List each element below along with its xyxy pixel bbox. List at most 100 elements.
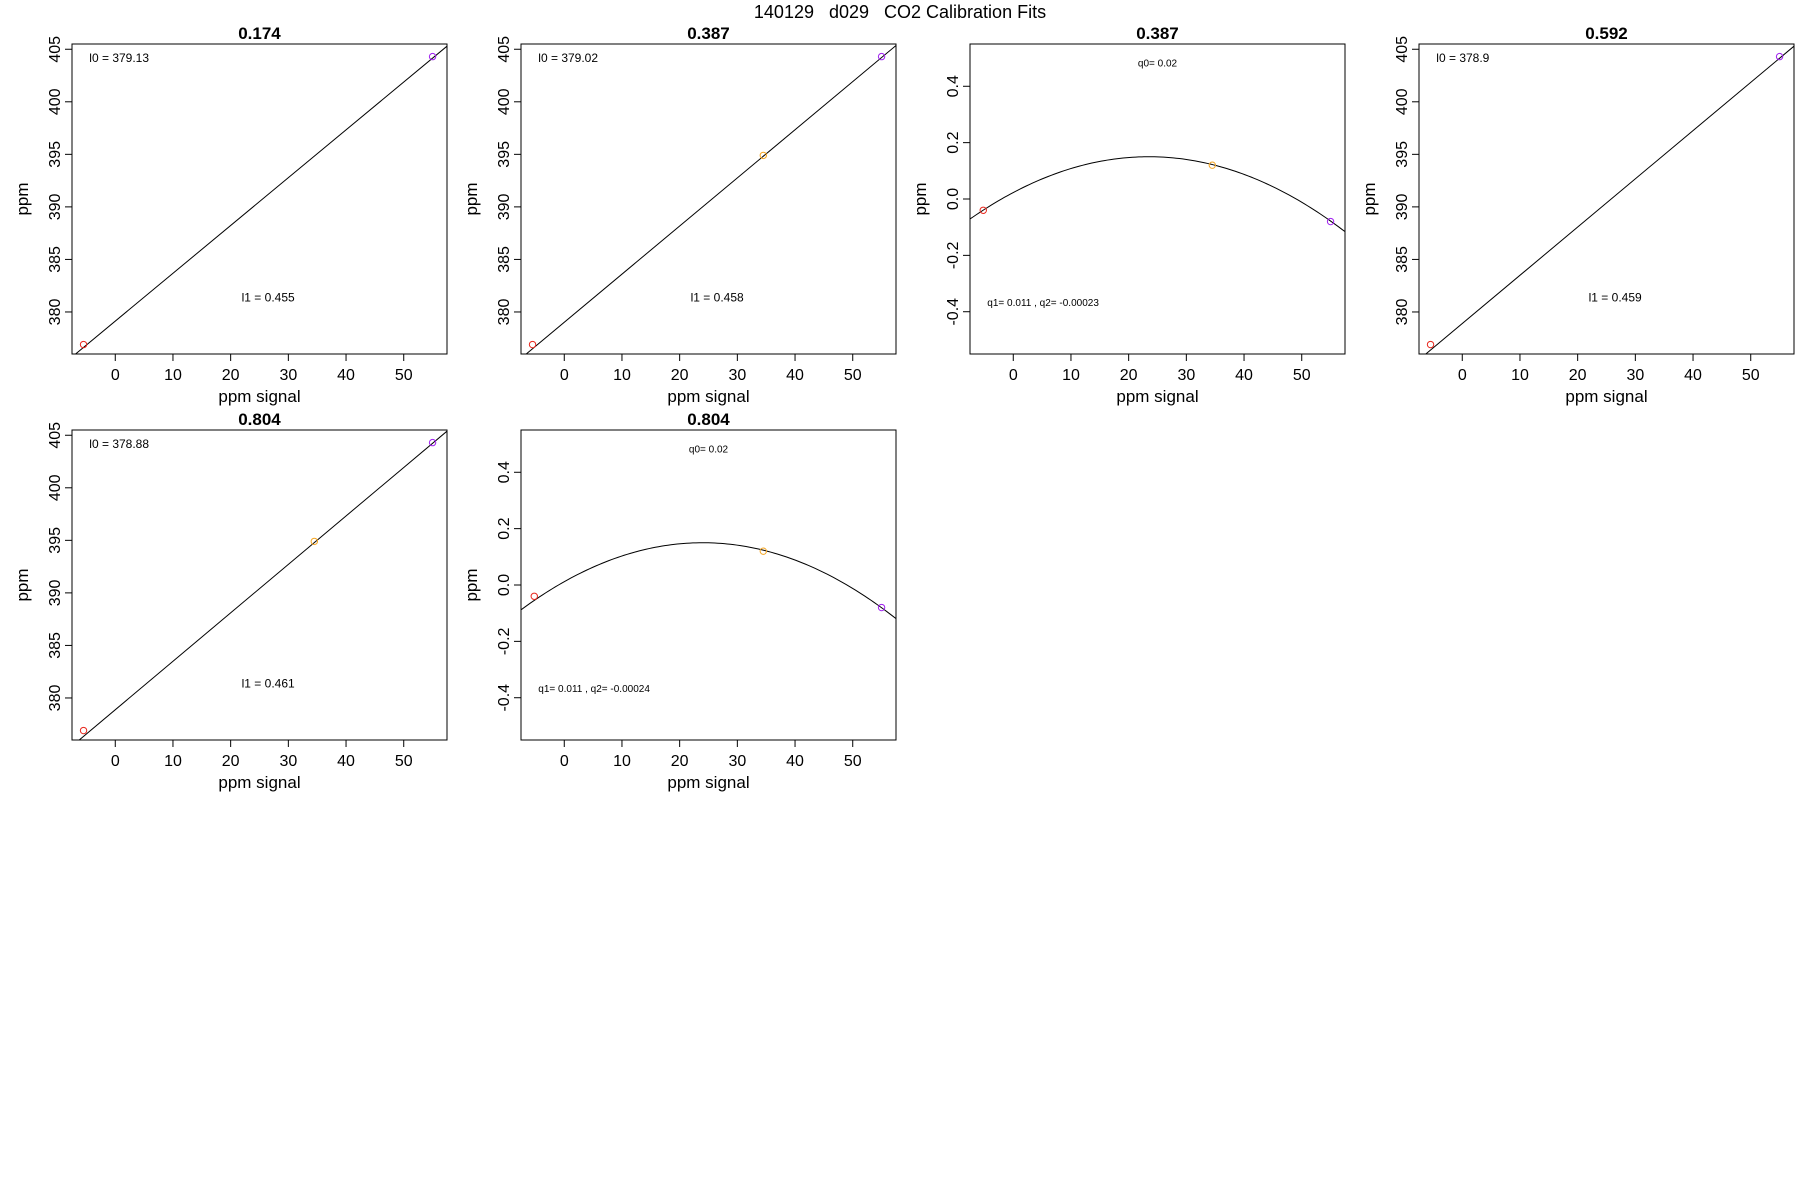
plot-frame	[71, 429, 448, 741]
fit-coefficient-label: l1 = 0.458	[691, 290, 744, 304]
x-tick-label: 20	[222, 753, 240, 770]
x-tick-label: 0	[560, 367, 569, 384]
y-tick-label: 400	[47, 474, 64, 501]
x-tick-label: 30	[1177, 367, 1195, 384]
x-tick-label: 40	[337, 753, 355, 770]
data-point	[1208, 161, 1217, 169]
panel-title: 0.387	[687, 24, 730, 43]
x-tick-label: 40	[1235, 367, 1253, 384]
page-title: 140129 d029 CO2 Calibration Fits	[753, 2, 1047, 22]
calibration-plot-4: 0.592 0 10 20 30 40 50 ppm signal 380 385 390 395 40…	[1360, 24, 1795, 406]
data-point	[759, 151, 768, 160]
y-tick-label: -0.4	[496, 684, 513, 712]
y-axis-label: ppm	[13, 182, 32, 215]
y-axis-label: ppm	[462, 182, 481, 215]
fit-coefficient-label: l1 = 0.455	[242, 290, 295, 304]
y-tick-label: 380	[47, 299, 64, 326]
data-point	[528, 340, 537, 349]
y-axis-label: ppm	[462, 568, 481, 601]
x-axis-label: ppm signal	[218, 773, 300, 792]
y-tick-label: 400	[1394, 88, 1411, 115]
data-point	[877, 52, 886, 61]
plot-frame	[520, 43, 897, 355]
data-point	[759, 547, 768, 555]
y-tick-label: 390	[1394, 193, 1411, 220]
y-tick-label: 385	[1394, 246, 1411, 273]
x-tick-label: 20	[671, 367, 689, 384]
calibration-plot-2: 0.387 0 10 20 30 40 50 ppm signal 380 385 390 395 40…	[462, 24, 897, 406]
panel-title: 0.804	[687, 410, 730, 429]
fit-coefficient-label: q1= 0.011 , q2= -0.00024	[538, 684, 650, 695]
x-tick-label: 50	[1293, 367, 1311, 384]
data-point	[428, 52, 437, 61]
y-tick-label: 400	[47, 88, 64, 115]
y-tick-label: -0.2	[945, 241, 962, 269]
data-point	[530, 592, 538, 600]
y-tick-label: 395	[496, 141, 513, 168]
fit-coefficient-label: q0= 0.02	[1138, 59, 1178, 70]
x-tick-label: 0	[560, 753, 569, 770]
x-tick-label: 50	[395, 367, 413, 384]
fit-coefficient-label: l0 = 379.13	[89, 51, 149, 65]
calibration-plot-3: 0.387 0 10 20 30 40 50 ppm signal -0.4 -0.2 0.0 0.2…	[911, 24, 1346, 406]
x-tick-label: 30	[1626, 367, 1644, 384]
x-tick-label: 50	[844, 753, 862, 770]
y-tick-label: 400	[496, 88, 513, 115]
panel-title: 0.174	[238, 24, 281, 43]
y-tick-label: 385	[47, 632, 64, 659]
x-tick-label: 50	[1742, 367, 1760, 384]
x-axis-label: ppm signal	[1116, 387, 1198, 406]
y-tick-label: 385	[47, 246, 64, 273]
x-tick-label: 0	[1009, 367, 1018, 384]
data-point	[979, 206, 987, 214]
y-tick-label: 395	[47, 141, 64, 168]
x-tick-label: 20	[222, 367, 240, 384]
linear-fit-line	[74, 45, 447, 354]
fit-coefficient-label: l1 = 0.459	[1589, 290, 1642, 304]
x-tick-label: 10	[164, 367, 182, 384]
plot-frame	[1418, 43, 1795, 355]
y-axis-label: ppm	[13, 568, 32, 601]
x-tick-label: 40	[1684, 367, 1702, 384]
x-tick-label: 10	[613, 753, 631, 770]
x-tick-label: 10	[1511, 367, 1529, 384]
data-point	[428, 438, 437, 447]
quadratic-fit-curve	[521, 542, 896, 620]
x-tick-label: 20	[1569, 367, 1587, 384]
x-tick-label: 10	[1062, 367, 1080, 384]
calibration-plot-1: 0.174 0 10 20 30 40 50 ppm signal 380 385 390 395 40…	[13, 24, 448, 406]
fit-coefficient-label: q1= 0.011 , q2= -0.00023	[987, 298, 1099, 309]
x-axis-label: ppm signal	[218, 387, 300, 406]
y-tick-label: 405	[47, 36, 64, 63]
x-axis-label: ppm signal	[667, 773, 749, 792]
y-tick-label: 0.2	[945, 131, 962, 153]
y-tick-label: 390	[496, 193, 513, 220]
data-point	[79, 340, 88, 349]
linear-fit-line	[525, 45, 896, 354]
data-point	[1326, 217, 1335, 226]
data-point	[79, 726, 88, 735]
y-tick-label: 0.4	[496, 461, 513, 483]
data-point	[1775, 52, 1784, 61]
fit-coefficient-label: q0= 0.02	[689, 445, 729, 456]
data-point	[1426, 340, 1435, 349]
y-tick-label: -0.4	[945, 298, 962, 326]
plot-frame	[71, 43, 448, 355]
y-tick-label: 390	[47, 193, 64, 220]
y-tick-label: 405	[496, 36, 513, 63]
x-tick-label: 20	[671, 753, 689, 770]
x-tick-label: 30	[279, 367, 297, 384]
y-tick-label: -0.2	[496, 627, 513, 655]
linear-fit-line	[78, 430, 447, 740]
x-tick-label: 0	[1458, 367, 1467, 384]
x-tick-label: 0	[111, 753, 120, 770]
y-tick-label: 380	[1394, 299, 1411, 326]
y-tick-label: 380	[496, 299, 513, 326]
y-axis-label: ppm	[911, 182, 930, 215]
x-tick-label: 40	[786, 753, 804, 770]
y-tick-label: 0.2	[496, 517, 513, 539]
x-tick-label: 20	[1120, 367, 1138, 384]
fit-coefficient-label: l0 = 378.88	[89, 437, 149, 451]
y-axis-label: ppm	[1360, 182, 1379, 215]
y-tick-label: 0.0	[945, 188, 962, 210]
